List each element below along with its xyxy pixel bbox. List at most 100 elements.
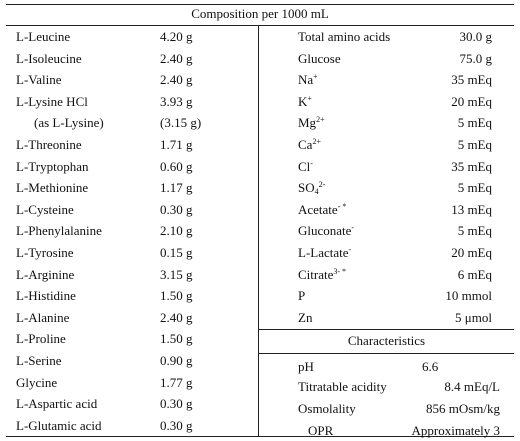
component-superscript: 2- xyxy=(318,180,326,190)
component-subscript: 4 xyxy=(314,187,319,197)
component-amount: 20 mEq xyxy=(451,245,492,260)
characteristics-header-rule xyxy=(258,353,514,354)
amino-acid-amount: 0.15 g xyxy=(160,245,193,260)
amino-acid-amount: 2.40 g xyxy=(160,72,193,88)
characteristic-name: Osmolality xyxy=(298,401,356,416)
amino-acid-amount: 3.15 g xyxy=(160,266,193,282)
component-symbol: P xyxy=(298,288,306,304)
amino-acid-amount: (3.15 g) xyxy=(160,115,202,131)
component-superscript: + xyxy=(307,93,312,103)
characteristic-value: 6.6 xyxy=(422,359,439,374)
amino-acid-amount: 0.90 g xyxy=(160,353,193,368)
component-superscript: 3- * xyxy=(333,266,347,276)
component-symbol: Acetate xyxy=(298,201,338,217)
amino-acid-name: L-Valine xyxy=(16,72,62,88)
amino-acid-amount: 2.40 g xyxy=(160,50,193,66)
amino-acid-name: L-Lysine HCl xyxy=(16,93,88,109)
center-divider xyxy=(258,25,259,436)
amino-acid-amount: 2.10 g xyxy=(160,223,193,239)
component-name: Glucose xyxy=(298,50,341,68)
characteristic-name: Titratable acidity xyxy=(298,379,387,394)
amino-acid-name: L-Tryptophan xyxy=(16,158,89,174)
bottom-rule xyxy=(6,436,514,437)
component-superscript: 2+ xyxy=(312,137,321,146)
amino-acid-name: L-Proline xyxy=(16,331,66,347)
amino-acid-name: (as L-Lysine) xyxy=(34,115,104,131)
table-top-rule xyxy=(6,4,514,5)
amino-acid-amount: 1.17 g xyxy=(160,180,193,196)
component-symbol: Ca xyxy=(298,137,313,152)
amino-acid-amount: 3.93 g xyxy=(160,93,193,109)
component-superscript: - xyxy=(348,245,352,254)
header-rule xyxy=(6,25,514,26)
component-superscript: - xyxy=(310,158,313,168)
component-name: Ca2+ xyxy=(298,136,321,154)
characteristics-header: Characteristics xyxy=(347,333,426,348)
amino-acid-name: L-Isoleucine xyxy=(16,50,82,66)
amino-acid-amount: 0.30 g xyxy=(160,396,193,412)
amino-acid-name: L-Phenylalanine xyxy=(16,223,102,239)
component-amount: 20 mEq xyxy=(451,93,492,109)
amino-acid-amount: 4.20 g xyxy=(160,29,193,44)
component-amount: 5 mEq xyxy=(457,115,492,131)
component-name: Mg2+ xyxy=(298,114,325,132)
component-amount: 13 mEq xyxy=(451,201,492,217)
component-name: L-Lactate- xyxy=(298,244,351,262)
component-symbol: Mg xyxy=(298,115,317,131)
component-symbol: SO xyxy=(298,180,315,196)
amino-acid-name: Glycine xyxy=(16,374,58,390)
amino-acid-name: L-Histidine xyxy=(16,288,76,304)
amino-acid-name: L-Leucine xyxy=(16,29,71,44)
component-amount: 35 mEq xyxy=(451,72,492,88)
component-name: Cl- xyxy=(298,158,313,176)
characteristic-name: pH xyxy=(298,359,314,374)
component-name: K+ xyxy=(298,93,312,111)
amino-acid-amount: 1.77 g xyxy=(160,374,193,390)
composition-table: Composition per 1000 mL L-Leucine 4.20 g L… xyxy=(6,4,514,438)
characteristic-value: 856 mOsm/kg xyxy=(425,401,500,416)
amino-acid-amount: 0.60 g xyxy=(160,158,193,174)
component-name: Total amino acids xyxy=(298,28,390,46)
component-symbol: Na xyxy=(298,72,314,88)
component-amount: 5 mEq xyxy=(457,180,492,196)
component-amount: 5 mEq xyxy=(457,223,492,239)
amino-acid-name: L-Serine xyxy=(16,353,62,368)
component-amount: 75.0 g xyxy=(459,50,493,66)
amino-acid-amount: 0.30 g xyxy=(160,417,193,433)
component-name: SO42- xyxy=(298,179,325,197)
amino-acid-name: L-Aspartic acid xyxy=(16,396,98,412)
table-header: Composition per 1000 mL xyxy=(191,6,329,21)
amino-acid-amount: 1.71 g xyxy=(160,137,193,152)
amino-acid-name: L-Methionine xyxy=(16,180,89,196)
characteristic-name: OPR xyxy=(308,423,334,438)
component-name: Na+ xyxy=(298,71,318,89)
component-symbol: Gluconate xyxy=(298,223,352,239)
amino-acid-name: L-Glutamic acid xyxy=(16,417,102,433)
component-superscript: - * xyxy=(337,201,347,211)
component-amount: 6 mEq xyxy=(457,266,492,282)
amino-acid-amount: 0.30 g xyxy=(160,201,193,217)
component-superscript: + xyxy=(313,72,318,82)
component-amount: 5 μmol xyxy=(455,309,492,325)
amino-acid-name: L-Arginine xyxy=(16,266,75,282)
component-symbol: Cl xyxy=(298,158,311,174)
component-amount: 5 mEq xyxy=(457,137,492,152)
amino-acid-amount: 1.50 g xyxy=(160,331,193,347)
characteristic-value: Approximately 3 xyxy=(411,423,500,438)
component-symbol: K xyxy=(298,93,308,109)
amino-acid-name: L-Alanine xyxy=(16,309,70,325)
amino-acid-name: L-Cysteine xyxy=(16,201,74,217)
component-name: P xyxy=(298,287,305,305)
component-amount: 35 mEq xyxy=(451,158,492,174)
characteristics-top-rule xyxy=(258,329,514,330)
component-amount: 30.0 g xyxy=(459,29,493,44)
amino-acid-name: L-Threonine xyxy=(16,137,82,152)
component-name: Gluconate- xyxy=(298,222,354,240)
component-name: Zn xyxy=(298,309,312,327)
component-superscript: 2+ xyxy=(316,115,325,125)
component-symbol: Glucose xyxy=(298,50,341,66)
component-superscript: - xyxy=(351,223,355,233)
component-amount: 10 mmol xyxy=(445,288,492,304)
component-name: Acetate- * xyxy=(298,201,346,219)
amino-acid-amount: 1.50 g xyxy=(160,288,193,304)
